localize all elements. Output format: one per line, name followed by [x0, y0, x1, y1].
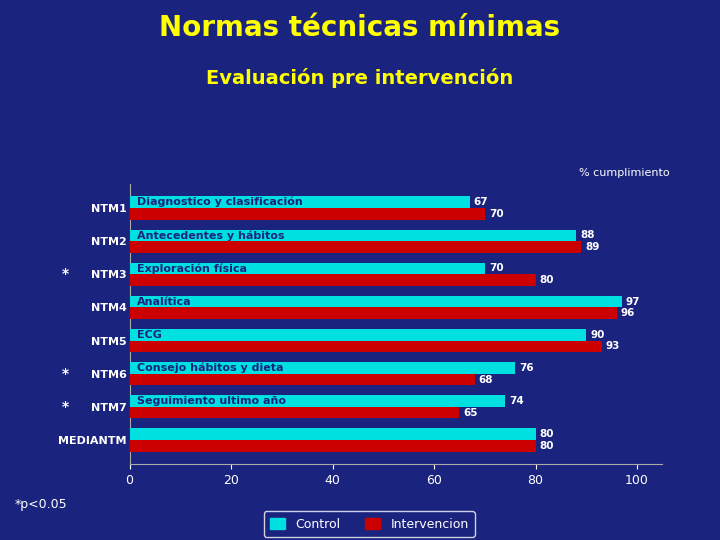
Text: 89: 89	[585, 242, 600, 252]
Text: Antecedentes y hábitos: Antecedentes y hábitos	[138, 230, 284, 240]
Bar	[130, 341, 601, 352]
Text: % cumplimiento: % cumplimiento	[579, 168, 670, 178]
Text: Consejo hábitos y dieta: Consejo hábitos y dieta	[138, 363, 284, 373]
Text: 76: 76	[519, 363, 534, 373]
Text: 80: 80	[539, 441, 554, 451]
Bar	[130, 307, 617, 319]
Text: ECG: ECG	[138, 330, 162, 340]
Text: Normas técnicas mínimas: Normas técnicas mínimas	[159, 14, 561, 42]
Text: Diagnostico y clasificación: Diagnostico y clasificación	[138, 197, 303, 207]
Bar	[130, 407, 459, 418]
Text: 90: 90	[590, 330, 605, 340]
Text: 80: 80	[539, 429, 554, 439]
Text: Evaluación pre intervención: Evaluación pre intervención	[207, 68, 513, 87]
Text: *: *	[62, 267, 69, 281]
Bar	[130, 262, 485, 274]
Bar	[130, 428, 536, 440]
Text: 88: 88	[580, 231, 595, 240]
Text: Seguimiento ultimo año: Seguimiento ultimo año	[138, 396, 287, 406]
Text: Exploración física: Exploración física	[138, 263, 247, 274]
Bar	[130, 274, 536, 286]
Bar	[130, 230, 576, 241]
Bar	[130, 208, 485, 220]
Text: *: *	[62, 400, 69, 414]
Bar	[130, 362, 516, 374]
Text: 96: 96	[621, 308, 635, 318]
Text: 68: 68	[479, 375, 493, 384]
Legend: Control, Intervencion: Control, Intervencion	[264, 511, 474, 537]
Bar	[130, 197, 469, 208]
Bar	[130, 296, 622, 307]
Bar	[130, 440, 536, 451]
Text: 67: 67	[474, 197, 488, 207]
Text: 70: 70	[489, 264, 503, 273]
Bar	[130, 374, 474, 386]
Text: 93: 93	[606, 341, 620, 352]
Bar	[130, 329, 586, 341]
Text: *p<0.05: *p<0.05	[14, 497, 67, 511]
Text: 65: 65	[464, 408, 478, 417]
Bar	[130, 395, 505, 407]
Text: 74: 74	[509, 396, 524, 406]
Text: 70: 70	[489, 209, 503, 219]
Bar	[130, 241, 581, 253]
Text: 97: 97	[626, 296, 640, 307]
Text: 80: 80	[539, 275, 554, 285]
Text: *: *	[62, 367, 69, 381]
Text: Analítica: Analítica	[138, 296, 192, 307]
